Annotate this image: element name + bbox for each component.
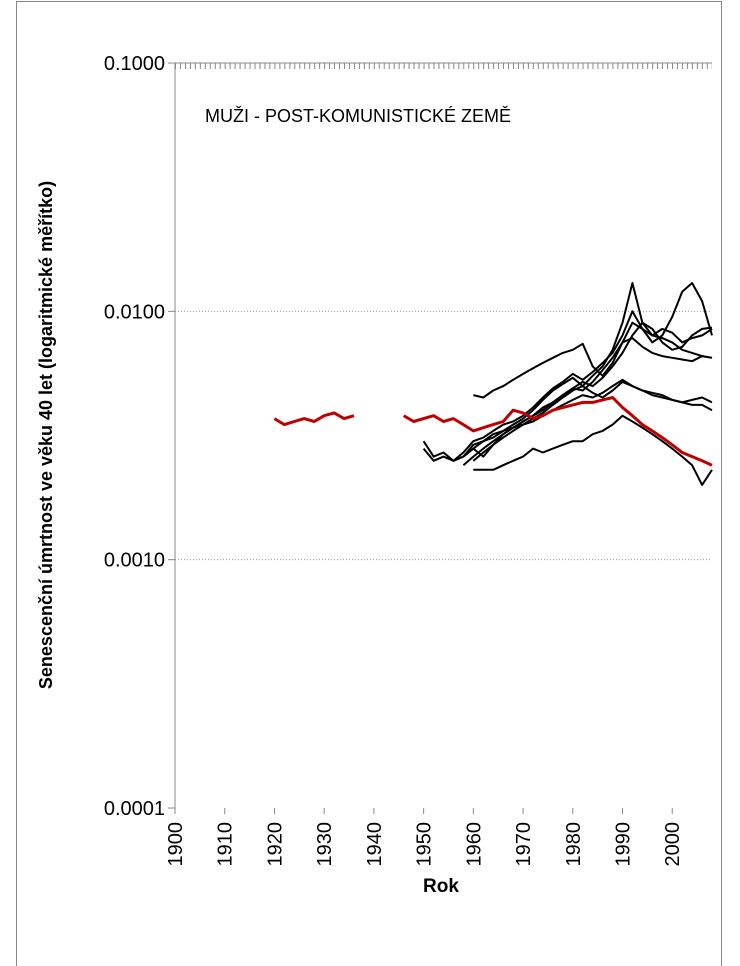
frame xyxy=(16,1,722,966)
series-line xyxy=(422,282,713,462)
y-tick-label: 0.0010 xyxy=(104,550,165,572)
series-line xyxy=(473,321,713,399)
x-tick-label: 1920 xyxy=(264,822,286,867)
series-line xyxy=(422,282,713,462)
series-line xyxy=(473,414,713,486)
y-tick-label: 0.0001 xyxy=(104,798,165,820)
x-tick-label: 1930 xyxy=(314,822,336,867)
series-line xyxy=(453,337,713,462)
y-tick-label: 0.1000 xyxy=(104,53,165,75)
x-tick-label: 1900 xyxy=(165,822,187,867)
y-axis-label: Senescenční úmrtnost ve věku 40 let (log… xyxy=(36,181,56,689)
series-line xyxy=(273,396,713,467)
x-tick-label: 1970 xyxy=(513,822,535,867)
x-tick-label: 1950 xyxy=(414,822,436,867)
x-tick-label: 1990 xyxy=(613,822,635,867)
x-tick-label: 2000 xyxy=(662,822,684,867)
series-line xyxy=(462,378,713,466)
annotation: MUŽI - POST-KOMUNISTICKÉ ZEMĚ xyxy=(205,106,511,126)
x-tick-label: 1910 xyxy=(215,822,237,867)
x-axis-label: Rok xyxy=(423,876,459,897)
y-tick-label: 0.0100 xyxy=(104,301,165,323)
x-tick-label: 1940 xyxy=(364,822,386,867)
x-tick-label: 1960 xyxy=(463,822,485,867)
x-tick-label: 1980 xyxy=(563,822,585,867)
